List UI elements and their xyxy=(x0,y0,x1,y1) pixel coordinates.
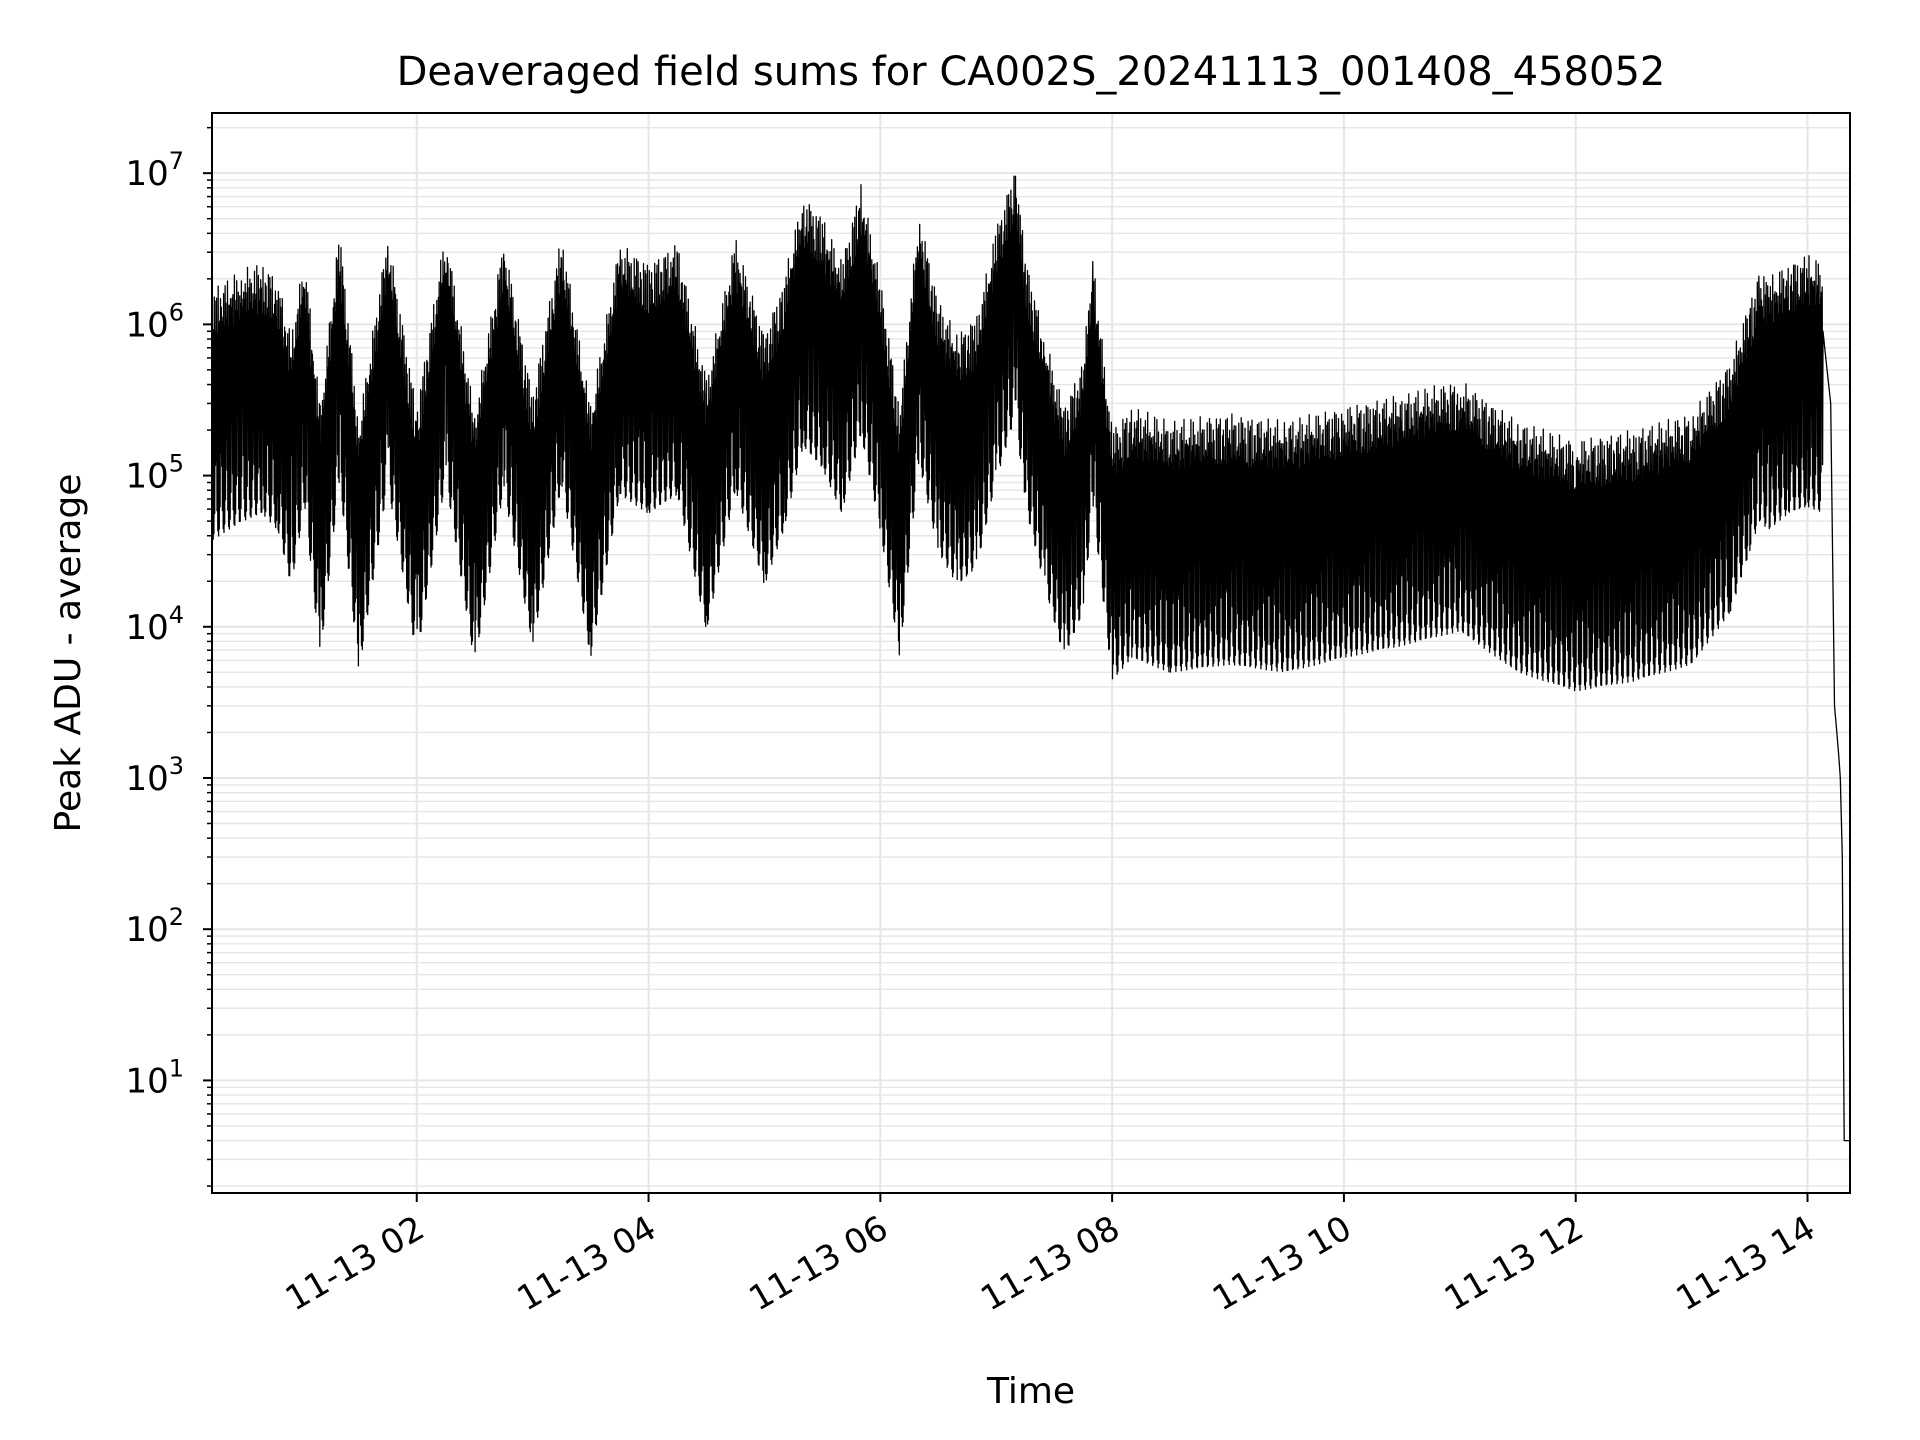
x-tick-label: 11-13 04 xyxy=(511,1208,663,1319)
y-tick-label: 103 xyxy=(125,752,184,799)
y-axis-label: Peak ADU - average xyxy=(48,474,89,833)
y-tick-label: 104 xyxy=(125,601,184,648)
x-tick-label: 11-13 14 xyxy=(1670,1208,1822,1319)
series-line xyxy=(211,175,1850,1142)
x-tick-label: 11-13 10 xyxy=(1206,1208,1358,1319)
y-tick-label: 101 xyxy=(125,1054,184,1101)
x-tick-label: 11-13 08 xyxy=(974,1208,1126,1319)
x-tick-label: 11-13 06 xyxy=(742,1208,894,1319)
y-tick-label: 105 xyxy=(125,450,184,497)
y-tick-label: 102 xyxy=(125,903,184,950)
x-tick-labels: 11-13 02 11-13 04 11-13 06 11-13 08 11-13 10… xyxy=(279,1208,1822,1319)
chart-title: Deaveraged field sums for CA002S_2024111… xyxy=(397,49,1666,95)
ticks xyxy=(203,126,1809,1202)
x-axis-label: Time xyxy=(986,1371,1075,1412)
series-layer xyxy=(211,175,1850,1142)
y-tick-labels: 101 102 103 104 105 106 107 xyxy=(125,147,184,1101)
plot-frame xyxy=(211,112,1851,1194)
x-tick-label: 11-13 12 xyxy=(1438,1208,1590,1319)
y-tick-label: 106 xyxy=(125,298,184,345)
y-tick-label: 107 xyxy=(125,147,184,194)
grid-lines xyxy=(212,113,1850,1193)
x-tick-label: 11-13 02 xyxy=(279,1208,431,1319)
